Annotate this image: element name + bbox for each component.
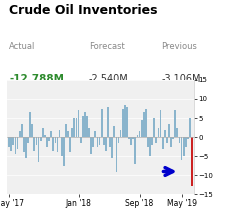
Bar — [8, 137, 10, 147]
Bar — [107, 107, 109, 137]
Bar — [88, 128, 90, 137]
Bar — [25, 137, 27, 158]
Bar — [55, 137, 56, 143]
Bar — [160, 110, 161, 137]
Bar — [84, 112, 86, 137]
Bar — [145, 108, 147, 137]
Bar — [90, 137, 92, 154]
Bar — [48, 137, 50, 141]
Bar — [52, 137, 54, 151]
Bar — [191, 137, 193, 186]
Bar — [153, 118, 155, 137]
Bar — [183, 137, 185, 156]
Bar — [73, 118, 75, 137]
Bar — [82, 116, 84, 137]
Bar — [187, 137, 189, 139]
Bar — [33, 137, 35, 151]
Bar — [162, 137, 164, 149]
Text: Actual: Actual — [9, 41, 36, 51]
Bar — [176, 128, 178, 137]
Bar — [86, 116, 88, 137]
Bar — [111, 137, 113, 158]
Bar — [59, 130, 61, 137]
Bar — [132, 137, 134, 139]
Text: -2.540M: -2.540M — [89, 73, 129, 84]
Text: Crude Oil Inventories: Crude Oil Inventories — [9, 4, 158, 17]
Bar — [141, 120, 143, 137]
Bar — [76, 118, 77, 137]
Bar — [78, 110, 79, 137]
Bar — [27, 137, 29, 143]
Bar — [63, 137, 65, 166]
Bar — [172, 137, 174, 139]
Bar — [31, 124, 33, 137]
Bar — [109, 137, 111, 147]
Bar — [40, 137, 42, 141]
Bar — [38, 137, 40, 162]
Bar — [103, 137, 105, 145]
Bar — [19, 131, 21, 137]
Bar — [149, 137, 151, 156]
Bar — [71, 128, 73, 137]
Text: Forecast: Forecast — [89, 41, 125, 51]
Bar — [139, 131, 140, 137]
Bar — [92, 137, 94, 147]
Bar — [157, 128, 159, 137]
Bar — [21, 124, 23, 137]
Bar — [134, 137, 136, 164]
Bar — [12, 137, 14, 145]
Bar — [168, 124, 170, 137]
Bar — [23, 137, 25, 152]
Bar — [185, 137, 187, 147]
Bar — [113, 126, 115, 137]
Bar — [29, 112, 31, 137]
Bar — [155, 137, 157, 143]
Bar — [174, 110, 176, 137]
Bar — [50, 131, 52, 137]
Bar — [80, 137, 81, 143]
Bar — [15, 137, 16, 154]
Bar — [42, 128, 44, 137]
Bar — [101, 108, 102, 137]
Bar — [130, 137, 132, 145]
Bar — [97, 137, 98, 147]
Bar — [189, 118, 191, 137]
Bar — [143, 112, 145, 137]
Bar — [124, 105, 126, 137]
Bar — [170, 137, 172, 147]
Bar — [120, 130, 121, 137]
Bar — [116, 137, 117, 172]
Bar — [17, 137, 18, 149]
Bar — [10, 137, 12, 151]
Bar — [126, 107, 128, 137]
Bar — [61, 137, 63, 156]
Bar — [164, 130, 166, 137]
Bar — [179, 137, 180, 143]
Bar — [118, 137, 119, 143]
Bar — [151, 137, 153, 145]
Bar — [36, 137, 37, 145]
Text: Previous: Previous — [161, 41, 197, 51]
Bar — [166, 137, 168, 143]
Text: -3.106M: -3.106M — [161, 73, 201, 84]
Bar — [181, 137, 183, 160]
Bar — [99, 137, 100, 145]
Bar — [67, 131, 69, 137]
Bar — [122, 108, 124, 137]
Bar — [105, 137, 107, 151]
Bar — [128, 137, 130, 139]
Bar — [65, 124, 67, 137]
Bar — [44, 135, 46, 137]
Bar — [69, 137, 71, 152]
Bar — [57, 137, 58, 152]
Bar — [147, 137, 149, 147]
Bar — [46, 137, 48, 147]
Bar — [95, 131, 96, 137]
Bar — [136, 135, 138, 137]
Text: -12.788M: -12.788M — [9, 73, 64, 84]
